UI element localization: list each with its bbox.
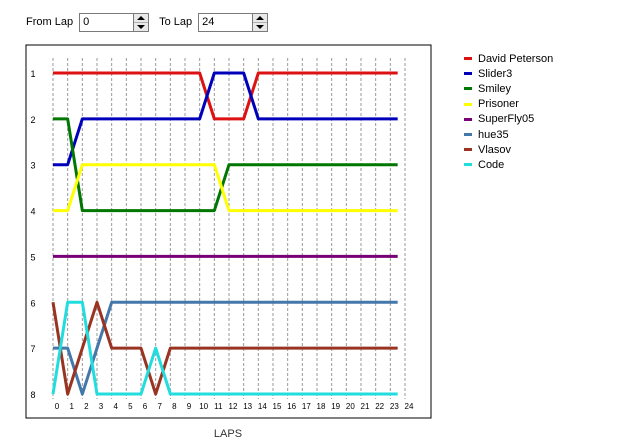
x-tick-label: 19 xyxy=(331,402,340,411)
x-axis-ticks: 0 1 2 3 4 5 6 7 8 9 10 11 12 13 14 15 16 17 18 19 20 21 22 23 24 xyxy=(55,402,414,411)
legend-label: Vlasov xyxy=(478,143,512,156)
from-lap-spinner xyxy=(79,12,150,32)
y-tick-label: 8 xyxy=(30,390,35,400)
x-tick-label: 8 xyxy=(172,402,177,411)
to-lap-decrement-button[interactable] xyxy=(253,23,267,31)
x-tick-label: 24 xyxy=(405,402,414,411)
x-tick-label: 1 xyxy=(69,402,74,411)
x-tick-label: 12 xyxy=(229,402,238,411)
x-tick-label: 0 xyxy=(55,402,60,411)
legend-item: Slider3 xyxy=(464,66,553,81)
x-tick-label: 20 xyxy=(346,402,355,411)
legend-item: Smiley xyxy=(464,81,553,96)
x-tick-label: 3 xyxy=(99,402,104,411)
from-lap-input[interactable] xyxy=(79,12,134,32)
legend-swatch xyxy=(464,133,472,137)
from-lap-increment-button[interactable] xyxy=(134,14,149,23)
legend-label: hue35 xyxy=(478,128,509,141)
y-axis-ticks: 1 2 3 4 5 6 7 8 xyxy=(30,69,35,400)
x-tick-label: 16 xyxy=(287,402,296,411)
y-tick-label: 7 xyxy=(30,344,35,354)
x-tick-label: 22 xyxy=(375,402,384,411)
x-tick-label: 7 xyxy=(157,402,162,411)
legend-swatch xyxy=(464,87,472,91)
chart-series xyxy=(51,71,398,396)
x-tick-label: 4 xyxy=(113,402,118,411)
x-tick-label: 18 xyxy=(317,402,326,411)
series-line-7 xyxy=(51,300,398,396)
lap-range-controls: From Lap To Lap xyxy=(26,12,278,32)
legend-label: Slider3 xyxy=(478,67,513,80)
x-axis-label: LAPS xyxy=(214,428,242,440)
x-tick-label: 9 xyxy=(187,402,192,411)
series-line-3 xyxy=(53,163,398,213)
from-lap-label: From Lap xyxy=(26,16,74,28)
legend-swatch xyxy=(464,72,472,76)
arrow-down-icon xyxy=(256,24,265,29)
x-tick-label: 6 xyxy=(143,402,148,411)
legend-item: hue35 xyxy=(464,127,553,142)
to-lap-spinner xyxy=(198,12,269,32)
from-lap-decrement-button[interactable] xyxy=(134,23,148,31)
series-line-0 xyxy=(53,71,398,121)
x-tick-label: 23 xyxy=(390,402,399,411)
x-tick-label: 14 xyxy=(258,402,267,411)
legend-label: Code xyxy=(478,158,505,171)
from-lap-spin-buttons xyxy=(133,12,150,32)
series-line-6 xyxy=(51,300,398,396)
legend-label: Smiley xyxy=(478,82,512,95)
y-tick-label: 3 xyxy=(30,161,35,171)
legend-item: Code xyxy=(464,157,553,172)
x-tick-label: 10 xyxy=(199,402,208,411)
legend-swatch xyxy=(464,117,472,121)
y-tick-label: 5 xyxy=(30,252,35,262)
to-lap-spin-buttons xyxy=(252,12,269,32)
legend-item: SuperFly05 xyxy=(464,112,553,127)
series-line-5 xyxy=(53,300,398,396)
chart-grid xyxy=(52,58,406,399)
arrow-up-icon xyxy=(256,15,265,20)
to-lap-label: To Lap xyxy=(159,16,193,28)
arrow-down-icon xyxy=(137,24,146,29)
arrow-up-icon xyxy=(137,15,146,20)
x-tick-label: 5 xyxy=(128,402,133,411)
y-tick-label: 1 xyxy=(30,69,35,79)
to-lap-increment-button[interactable] xyxy=(253,14,268,23)
to-lap-input[interactable] xyxy=(198,12,253,32)
series-line-1 xyxy=(53,71,398,167)
chart-legend: David Peterson Slider3 Smiley Prisoner Super… xyxy=(464,51,553,173)
x-tick-label: 11 xyxy=(214,402,223,411)
legend-swatch xyxy=(464,163,472,167)
x-tick-label: 15 xyxy=(273,402,282,411)
legend-item: David Peterson xyxy=(464,51,553,66)
legend-label: Prisoner xyxy=(478,98,519,111)
x-tick-label: 13 xyxy=(243,402,252,411)
legend-item: Prisoner xyxy=(464,97,553,112)
x-tick-label: 21 xyxy=(361,402,370,411)
x-tick-label: 2 xyxy=(84,402,89,411)
y-tick-label: 2 xyxy=(30,115,35,125)
legend-item: Vlasov xyxy=(464,142,553,157)
x-tick-label: 17 xyxy=(302,402,311,411)
legend-swatch xyxy=(464,102,472,106)
legend-swatch xyxy=(464,57,472,61)
series-line-2 xyxy=(53,117,398,213)
y-tick-label: 6 xyxy=(30,298,35,308)
y-tick-label: 4 xyxy=(30,207,35,217)
legend-label: SuperFly05 xyxy=(478,113,535,126)
legend-label: David Peterson xyxy=(478,52,554,65)
legend-swatch xyxy=(464,148,472,152)
